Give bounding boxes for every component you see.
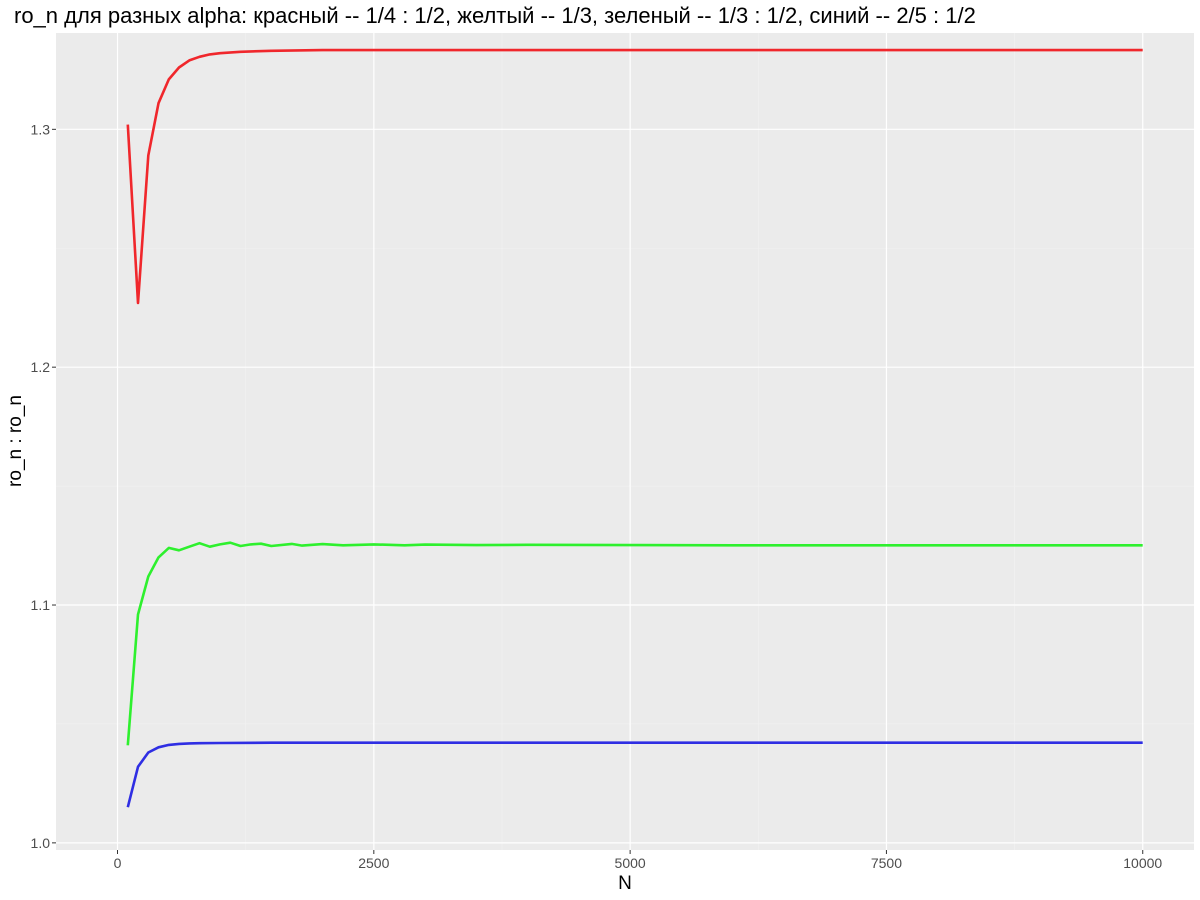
y-axis-title: ro_n : ro_n (5, 395, 26, 487)
y-tick-label: 1.0 (31, 835, 51, 851)
x-tick-label: 7500 (871, 855, 902, 871)
axis-layer: 0 2500 5000 7500 10000 1.0 1.1 1.2 1.3 (31, 121, 1163, 871)
grid-layer (56, 33, 1194, 850)
chart-title: ro_n для разных alpha: красный -- 1/4 : … (14, 3, 976, 28)
series-line-3 (126, 741, 1143, 808)
series-layer (126, 48, 1143, 808)
x-tick-label: 5000 (615, 855, 646, 871)
y-tick-label: 1.2 (31, 359, 51, 375)
x-tick-label: 2500 (358, 855, 389, 871)
y-tick-label: 1.1 (31, 597, 51, 613)
plot-panel (56, 33, 1194, 850)
x-tick-label: 10000 (1123, 855, 1162, 871)
x-tick-label: 0 (114, 855, 122, 871)
x-axis-title: N (618, 873, 632, 894)
y-tick-label: 1.3 (31, 121, 51, 137)
series-line-2 (126, 541, 1143, 746)
series-line-1 (126, 48, 1143, 305)
